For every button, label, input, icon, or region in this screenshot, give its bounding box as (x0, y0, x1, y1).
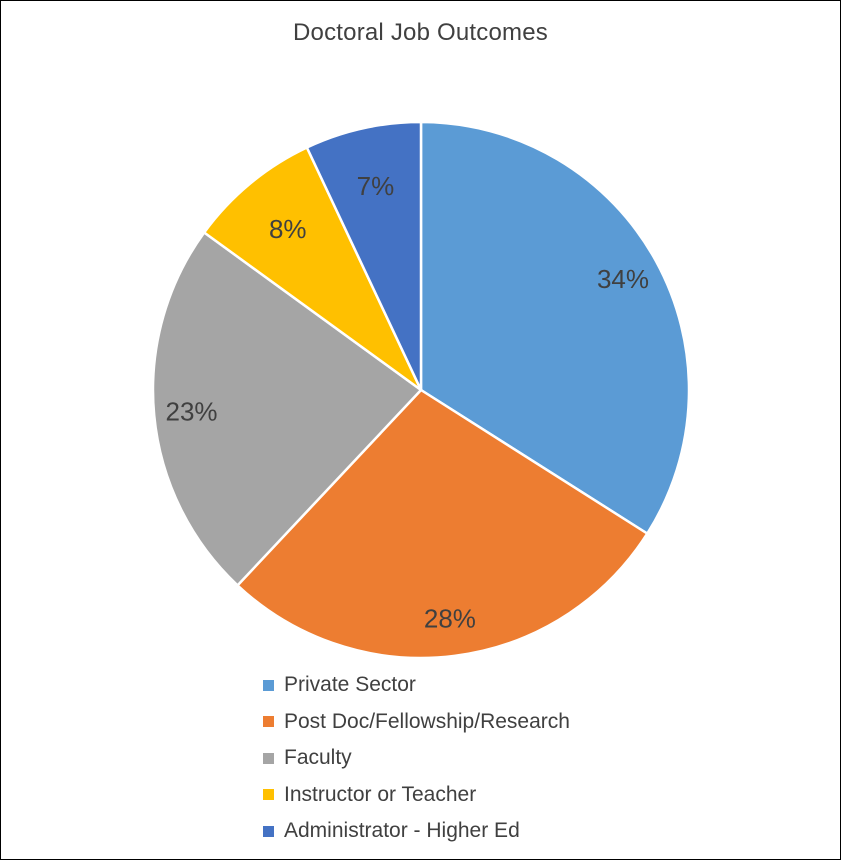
pie-slice-post-doc-fellowship-research (235, 388, 650, 660)
legend-label: Administrator - Higher Ed (284, 819, 520, 843)
legend-label: Post Doc/Fellowship/Research (284, 709, 570, 733)
legend-item-post-doc-fellowship-research: Post Doc/Fellowship/Research (263, 704, 570, 741)
data-label-private-sector: 34% (597, 264, 649, 294)
data-label-post-doc-fellowship-research: 28% (424, 604, 476, 634)
pie-slice-instructor-or-teacher (202, 145, 423, 392)
data-label-faculty: 23% (166, 397, 218, 427)
chart-legend: Private Sector Post Doc/Fellowship/Resear… (263, 667, 570, 850)
legend-swatch (263, 679, 274, 691)
legend-swatch (263, 789, 274, 801)
legend-item-instructor-or-teacher: Instructor or Teacher (263, 777, 570, 814)
data-label-instructor-or-teacher: 8% (269, 214, 307, 244)
legend-label: Instructor or Teacher (284, 782, 477, 806)
pie-slice-faculty (151, 230, 423, 588)
pie-slice-private-sector (419, 120, 691, 536)
data-label-administrator-higher-ed: 7% (357, 171, 395, 201)
pie-chart: 34% 28% 23% 8% 7% (151, 120, 691, 660)
legend-swatch (263, 825, 274, 837)
legend-swatch (263, 716, 274, 728)
pie-slice-administrator-higher-ed (305, 120, 423, 391)
legend-item-private-sector: Private Sector (263, 667, 570, 704)
chart-title: Doctoral Job Outcomes (293, 19, 548, 46)
legend-item-administrator-higher-ed: Administrator - Higher Ed (263, 813, 570, 850)
legend-item-faculty: Faculty (263, 740, 570, 777)
legend-label: Faculty (284, 746, 352, 770)
legend-swatch (263, 752, 274, 764)
legend-label: Private Sector (284, 673, 416, 697)
